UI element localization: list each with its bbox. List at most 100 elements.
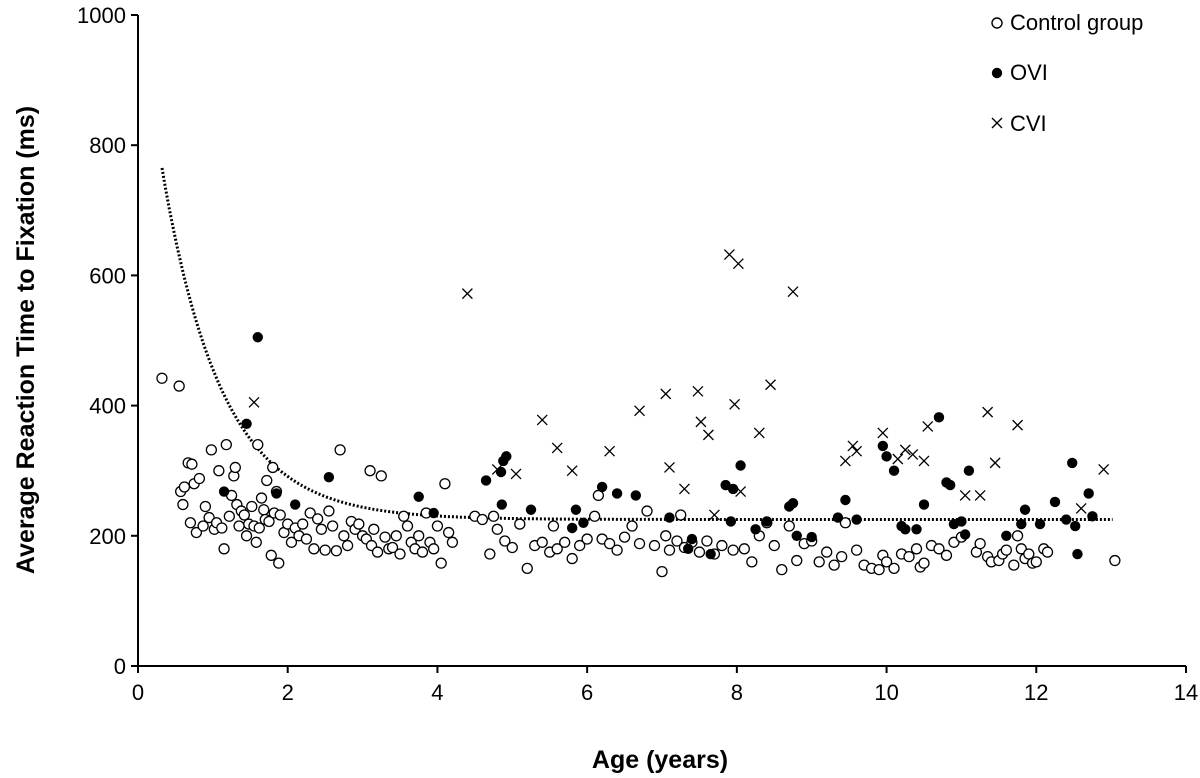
- control-point: [446, 536, 459, 548]
- cvi-point: [899, 444, 911, 456]
- control-point: [551, 543, 563, 555]
- control-point: [443, 526, 455, 539]
- ovi-point: [664, 512, 675, 523]
- ovi-point: [290, 499, 301, 510]
- control-point: [603, 537, 616, 550]
- ovi-point: [945, 479, 956, 491]
- control-point: [265, 549, 277, 561]
- control-point: [238, 509, 250, 521]
- cvi-point: [634, 405, 646, 417]
- cvi-point: [1012, 419, 1024, 431]
- ovi-point: [413, 491, 424, 502]
- ovi-point: [787, 498, 799, 509]
- control-point: [379, 531, 391, 543]
- x-tick-label: 8: [731, 680, 743, 705]
- control-point: [776, 564, 788, 576]
- ovi-point: [1019, 504, 1031, 515]
- cvi-point: [847, 440, 859, 452]
- control-point: [1109, 554, 1121, 567]
- ovi-point: [851, 514, 862, 525]
- control-point: [308, 543, 320, 555]
- control-point: [375, 470, 387, 482]
- control-point: [633, 537, 646, 550]
- control-point: [484, 548, 496, 560]
- control-point: [353, 518, 365, 530]
- cvi-point: [877, 427, 889, 439]
- ovi-point: [933, 412, 945, 423]
- y-tick-label: 0: [114, 654, 126, 679]
- control-point: [273, 557, 285, 569]
- ovi-point: [735, 460, 746, 471]
- control-point: [783, 520, 795, 532]
- control-point: [903, 550, 915, 563]
- legend-marker-cross: [991, 117, 1003, 129]
- control-point: [274, 509, 286, 521]
- cvi-point: [982, 406, 994, 418]
- control-point: [173, 380, 185, 392]
- control-point: [933, 543, 945, 555]
- x-tick-label: 14: [1174, 680, 1198, 705]
- control-point: [199, 500, 212, 513]
- cvi-point: [678, 483, 690, 495]
- control-point: [499, 535, 511, 547]
- ovi-point: [570, 504, 582, 515]
- ovi-point: [611, 488, 623, 499]
- ovi-point: [888, 465, 900, 476]
- control-point: [203, 511, 215, 524]
- ovi-point: [271, 488, 282, 499]
- control-point: [193, 472, 206, 485]
- cvi-point: [922, 420, 934, 432]
- control-point: [1030, 556, 1042, 568]
- control-point: [514, 518, 526, 530]
- legend-marker-filled-circle: [991, 67, 1003, 79]
- control-point: [190, 526, 203, 539]
- ovi-point: [1016, 518, 1027, 530]
- control-point: [213, 465, 225, 477]
- ovi-point: [496, 499, 508, 510]
- control-point: [940, 549, 953, 561]
- control-point: [648, 539, 661, 552]
- control-point: [300, 533, 313, 545]
- x-tick-label: 10: [874, 680, 898, 705]
- control-point: [1008, 559, 1020, 571]
- cvi-point: [566, 465, 578, 477]
- control-point: [918, 557, 930, 569]
- cvi-point: [1098, 463, 1110, 475]
- control-point: [1041, 546, 1054, 558]
- ovi-point: [877, 440, 889, 452]
- control-point: [435, 557, 447, 569]
- control-point: [1000, 544, 1012, 556]
- control-point: [506, 541, 518, 554]
- ovi-point: [791, 530, 802, 541]
- ovi-point: [683, 543, 694, 555]
- ovi-point: [727, 483, 739, 495]
- cvi-point: [1075, 502, 1087, 514]
- ovi-point: [1072, 548, 1083, 560]
- ovi-point: [241, 418, 252, 430]
- cvi-point: [510, 468, 522, 480]
- control-point: [338, 530, 350, 542]
- control-point: [371, 546, 384, 558]
- control-point: [184, 517, 197, 529]
- cvi-point: [735, 486, 747, 497]
- x-tick-label: 0: [132, 680, 144, 705]
- control-point: [177, 498, 189, 511]
- control-point: [246, 500, 258, 513]
- control-point: [476, 513, 488, 526]
- ovi-point: [566, 522, 578, 534]
- cvi-point: [702, 429, 714, 441]
- y-tick-label: 800: [89, 133, 126, 158]
- control-point: [330, 545, 343, 557]
- control-point: [439, 478, 451, 490]
- ovi-point: [956, 516, 967, 527]
- ovi-point: [596, 481, 608, 493]
- legend-item-control: Control group: [991, 10, 1143, 35]
- cvi-point: [248, 396, 260, 408]
- legend-marker-open-circle: [991, 17, 1003, 29]
- control-point: [738, 543, 750, 555]
- cvi-point: [723, 249, 735, 261]
- cvi-point: [664, 461, 675, 473]
- control-point: [386, 541, 399, 554]
- control-point: [611, 544, 623, 556]
- y-tick-label: 600: [89, 263, 126, 288]
